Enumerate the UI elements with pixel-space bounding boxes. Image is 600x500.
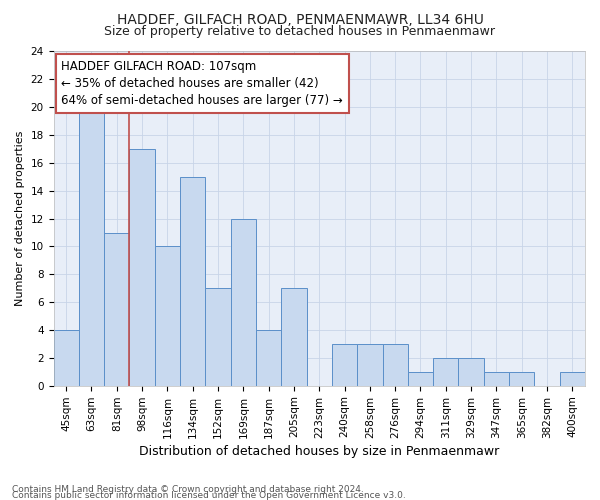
Bar — [484, 372, 509, 386]
Bar — [104, 232, 130, 386]
Bar — [383, 344, 408, 386]
Text: Contains public sector information licensed under the Open Government Licence v3: Contains public sector information licen… — [12, 491, 406, 500]
Bar — [433, 358, 458, 386]
Y-axis label: Number of detached properties: Number of detached properties — [15, 131, 25, 306]
Bar — [130, 149, 155, 386]
Bar — [205, 288, 230, 386]
Text: HADDEF, GILFACH ROAD, PENMAENMAWR, LL34 6HU: HADDEF, GILFACH ROAD, PENMAENMAWR, LL34 … — [116, 12, 484, 26]
Bar — [79, 107, 104, 386]
X-axis label: Distribution of detached houses by size in Penmaenmawr: Distribution of detached houses by size … — [139, 444, 499, 458]
Bar — [155, 246, 180, 386]
Text: HADDEF GILFACH ROAD: 107sqm
← 35% of detached houses are smaller (42)
64% of sem: HADDEF GILFACH ROAD: 107sqm ← 35% of det… — [61, 60, 343, 107]
Bar — [332, 344, 357, 386]
Bar — [458, 358, 484, 386]
Text: Contains HM Land Registry data © Crown copyright and database right 2024.: Contains HM Land Registry data © Crown c… — [12, 485, 364, 494]
Text: Size of property relative to detached houses in Penmaenmawr: Size of property relative to detached ho… — [104, 25, 496, 38]
Bar — [560, 372, 585, 386]
Bar — [180, 177, 205, 386]
Bar — [281, 288, 307, 386]
Bar — [256, 330, 281, 386]
Bar — [408, 372, 433, 386]
Bar — [357, 344, 383, 386]
Bar — [53, 330, 79, 386]
Bar — [509, 372, 535, 386]
Bar — [230, 218, 256, 386]
